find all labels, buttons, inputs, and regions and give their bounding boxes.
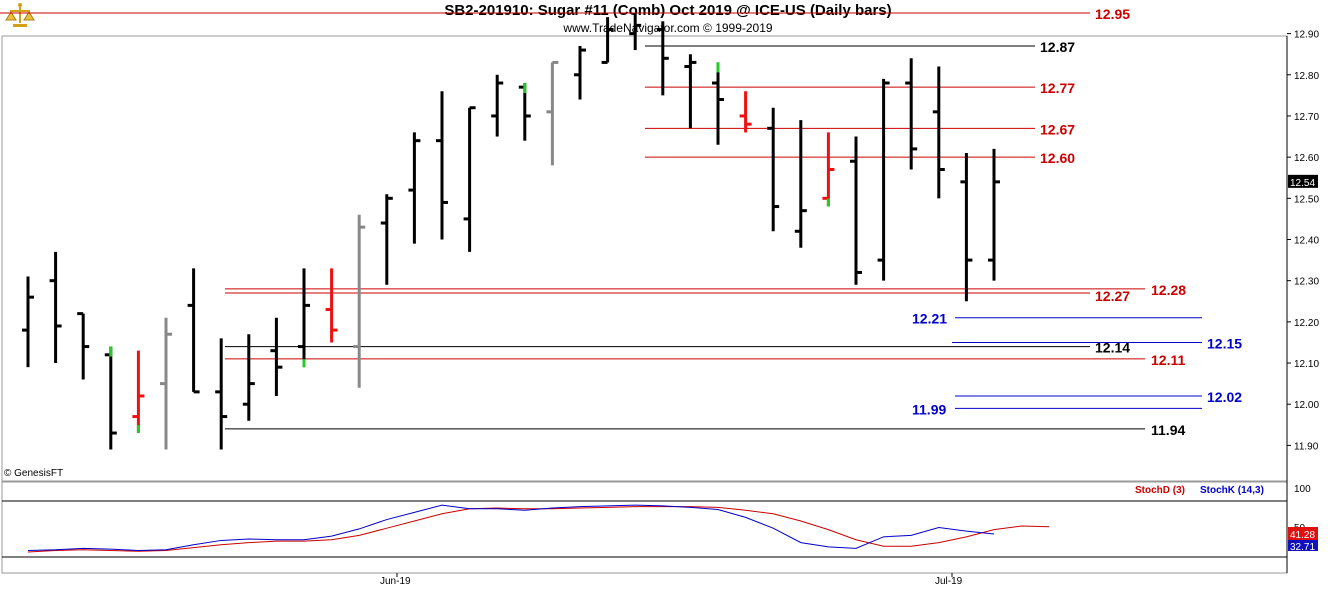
level-label: 12.14 (1095, 340, 1130, 356)
price-bar (932, 66, 945, 199)
y-tick-label: 12.90 (1294, 30, 1319, 41)
y-tick-label: 12.20 (1294, 318, 1319, 329)
price-bar (960, 153, 973, 302)
price-bar (601, 17, 614, 64)
price-bar (242, 334, 255, 421)
stoch-legend-d: StochD (3) (1135, 485, 1185, 496)
level-label: 12.02 (1207, 389, 1242, 405)
chart-title: SB2-201910: Sugar #11 (Comb) Oct 2019 @ … (444, 2, 892, 19)
y-tick-label: 12.00 (1294, 400, 1319, 411)
y-tick-label: 12.70 (1294, 112, 1319, 123)
price-bar (463, 106, 476, 252)
price-bar (160, 317, 172, 450)
price-bar (656, 21, 669, 96)
y-tick-label: 12.30 (1294, 277, 1319, 288)
level-label: 11.94 (1151, 422, 1185, 438)
price-bar (132, 350, 145, 434)
price-bar (518, 83, 531, 141)
level-label: 12.15 (1207, 335, 1242, 351)
stoch-panel-frame (1, 481, 1288, 574)
y-tick-label: 12.10 (1294, 359, 1319, 370)
y-tick-label: 12.60 (1294, 153, 1319, 164)
price-bar (298, 268, 310, 368)
last-price-label: 12.54 (1290, 178, 1315, 189)
y-tick-label: 12.80 (1294, 71, 1319, 82)
last-price-badge (1288, 174, 1318, 188)
level-label: 12.95 (1095, 6, 1130, 22)
price-bar (353, 214, 366, 388)
price-bar (712, 62, 724, 145)
price-bar (408, 132, 421, 244)
level-label: 11.99 (912, 401, 946, 417)
level-label: 12.87 (1040, 39, 1075, 55)
level-label: 12.60 (1040, 150, 1075, 166)
level-label: 12.67 (1040, 121, 1075, 137)
price-bar (794, 120, 807, 248)
price-bar (436, 91, 448, 240)
chart-subtitle: www.TradeNavigator.com © 1999-2019 (563, 21, 773, 35)
price-bar (988, 148, 1000, 281)
price-bar (22, 276, 34, 368)
price-bar (49, 251, 62, 364)
logo-icon (4, 2, 36, 37)
price-bar (739, 91, 752, 133)
price-bar (491, 74, 504, 137)
y-tick-label: 11.90 (1294, 441, 1319, 452)
level-label: 12.21 (912, 311, 947, 327)
price-bar (380, 194, 393, 285)
price-bar (767, 107, 780, 232)
level-label: 12.77 (1040, 80, 1075, 96)
price-bar (684, 54, 697, 129)
price-bar (877, 78, 890, 281)
stoch-legend-k: StochK (14,3) (1200, 485, 1264, 496)
price-bar (325, 268, 338, 343)
level-label: 12.27 (1095, 288, 1130, 304)
stoch-d-value: 41.28 (1290, 530, 1315, 541)
price-bar (822, 132, 835, 207)
level-label: 12.11 (1151, 352, 1185, 368)
price-bar (270, 317, 283, 396)
copyright-label: © GenesisFT (4, 468, 64, 479)
x-tick-label: Jul-19 (935, 576, 963, 587)
price-bar (104, 346, 117, 450)
stoch-tick-label: 100 (1294, 484, 1311, 495)
price-bar (905, 58, 918, 170)
level-label: 12.28 (1151, 282, 1186, 298)
price-bar (546, 60, 559, 166)
y-tick-label: 12.40 (1294, 236, 1319, 247)
price-bar (574, 45, 586, 100)
price-panel-frame (1, 35, 1288, 482)
price-bar (215, 338, 228, 450)
stoch-k-value: 32.71 (1290, 542, 1315, 553)
price-bar (77, 312, 90, 380)
stoch-k-badge (1288, 540, 1318, 551)
stoch-series-line (27, 504, 995, 552)
price-bar (850, 136, 862, 285)
stoch-d-badge (1288, 527, 1318, 540)
x-tick-label: Jun-19 (380, 576, 411, 587)
price-bar (187, 268, 200, 394)
y-tick-label: 12.50 (1294, 194, 1319, 205)
price-bar (629, 13, 642, 51)
